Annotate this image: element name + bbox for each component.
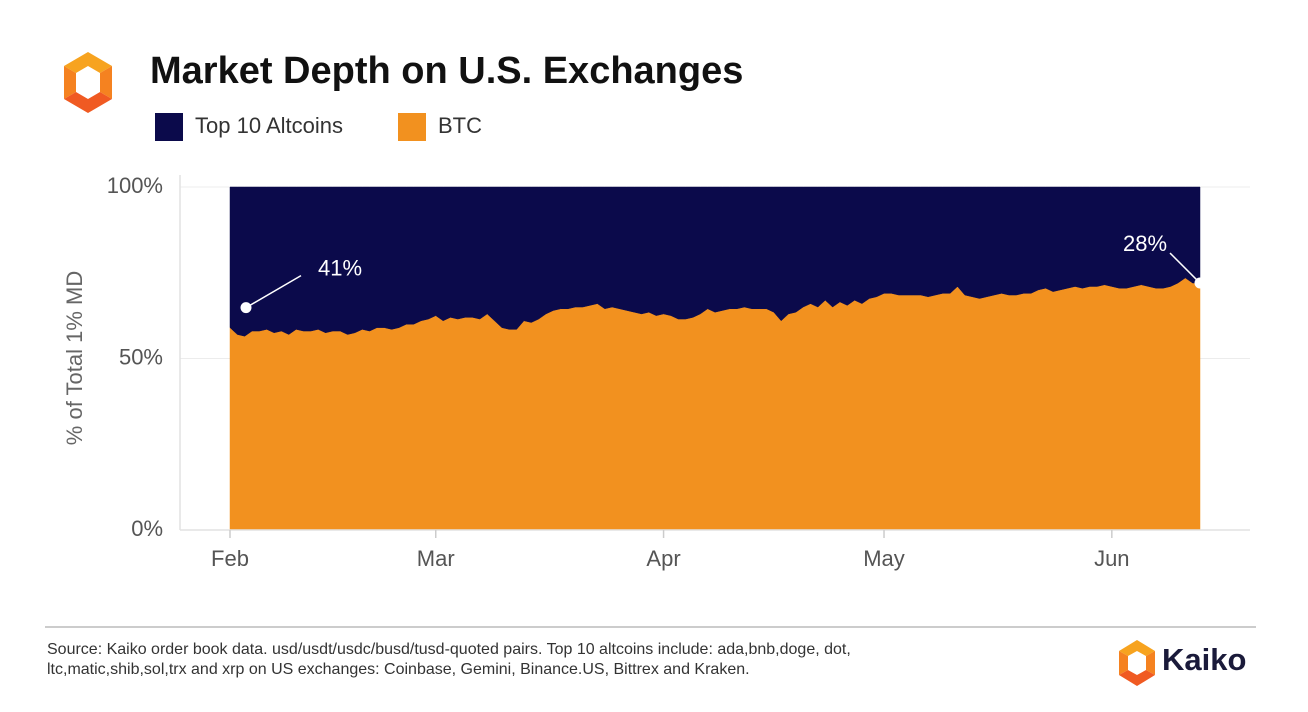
x-tick-label: Feb: [211, 546, 249, 571]
y-tick-label: 100%: [107, 173, 163, 198]
annotation: 41%: [318, 255, 362, 280]
y-axis-title: % of Total 1% MD: [62, 271, 87, 445]
y-tick-label: 0%: [131, 516, 163, 541]
annotation-leader: [1169, 252, 1201, 284]
legend-swatch: [398, 113, 426, 141]
annotation: 28%: [1123, 231, 1167, 256]
x-tick-label: Apr: [646, 546, 680, 571]
chart-title: Market Depth on U.S. Exchanges: [150, 50, 743, 92]
y-tick-label: 50%: [119, 344, 163, 369]
source-line: ltc,matic,shib,sol,trx and xrp on US exc…: [47, 661, 750, 678]
x-tick-label: May: [863, 546, 905, 571]
legend-label: Top 10 Altcoins: [195, 113, 343, 138]
logo: [64, 52, 112, 113]
annotation-dot: [1194, 277, 1206, 289]
annotation-dot: [240, 302, 252, 314]
brand-name: Kaiko: [1162, 642, 1246, 677]
legend-swatch: [155, 113, 183, 141]
source-line: Source: Kaiko order book data. usd/usdt/…: [47, 641, 851, 658]
brand-icon: [1119, 640, 1155, 686]
annotation-leader: [245, 274, 302, 309]
x-tick-label: Mar: [417, 546, 455, 571]
legend-label: BTC: [438, 113, 482, 138]
x-tick-label: Jun: [1094, 546, 1129, 571]
